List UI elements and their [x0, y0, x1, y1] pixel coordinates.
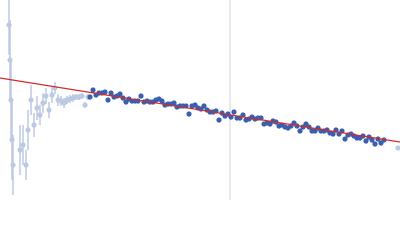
data-point — [159, 98, 165, 104]
data-point — [102, 89, 108, 95]
data-point — [28, 97, 34, 103]
chart — [0, 0, 400, 200]
data-point — [186, 111, 192, 117]
data-point — [23, 162, 29, 168]
data-point — [342, 136, 348, 142]
data-point — [369, 137, 375, 143]
data-point — [108, 90, 114, 96]
data-point — [6, 22, 12, 28]
data-point — [34, 105, 40, 111]
data-point — [31, 122, 37, 128]
data-point — [25, 127, 31, 133]
data-point — [8, 97, 14, 103]
data-point — [363, 138, 369, 144]
data-point — [10, 162, 16, 168]
data-point — [138, 93, 144, 99]
data-point — [201, 103, 207, 109]
data-point — [231, 109, 237, 115]
data-point — [79, 93, 85, 99]
data-point — [117, 91, 123, 97]
data-point — [82, 102, 88, 108]
fit-line — [0, 77, 400, 143]
data-point — [135, 98, 141, 104]
data-point — [7, 57, 13, 63]
data-point — [40, 100, 46, 106]
data-point — [9, 137, 15, 143]
data-point — [105, 97, 111, 103]
data-point — [17, 147, 23, 153]
data-point — [49, 92, 55, 98]
data-point — [46, 107, 52, 113]
data-point — [395, 145, 400, 151]
data-point — [297, 128, 303, 134]
data-point — [20, 142, 26, 148]
data-point — [37, 112, 43, 118]
data-point — [43, 93, 49, 99]
data-point — [216, 117, 222, 123]
data-point — [372, 141, 378, 147]
data-point — [330, 131, 336, 137]
data-point — [90, 87, 96, 93]
data-point — [171, 100, 177, 106]
data-point — [87, 94, 93, 100]
